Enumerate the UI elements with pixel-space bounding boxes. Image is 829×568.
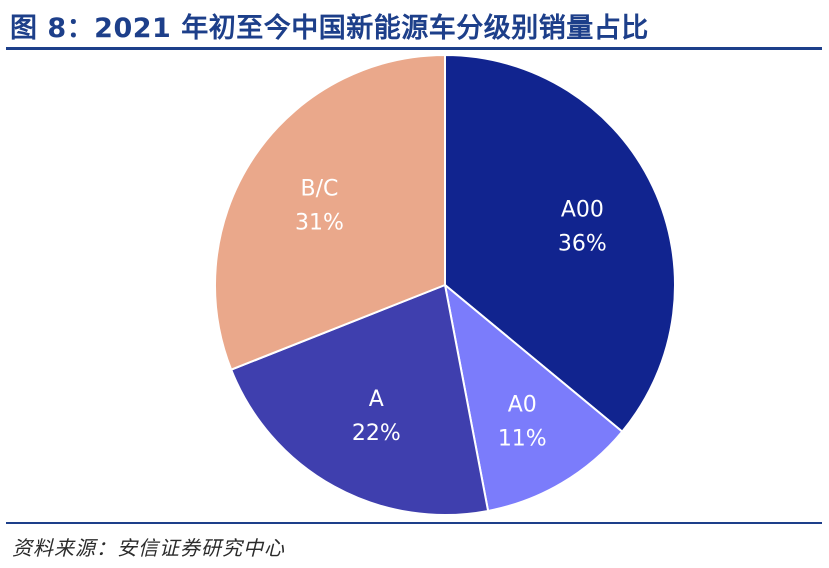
pie-value-label-a: 22% [352,421,401,446]
source-divider [6,522,822,524]
pie-slice-a00 [444,53,676,434]
pie-slice-a0 [443,282,624,513]
title-divider [6,47,822,50]
source-note: 资料来源：安信证券研究中心 [12,536,285,560]
pie-value-label-a00: 36% [558,231,607,256]
pie-slice-b-c [214,53,446,371]
pie-value-label-a0: 11% [498,427,547,452]
pie-category-label-a00: A00 [561,197,604,222]
pie-slices [214,53,676,516]
pie-category-label-b-c: B/C [301,177,339,202]
page-title: 图 8：2021 年初至今中国新能源车分级别销量占比 [10,13,649,44]
pie-labels: A00 36% A0 11% A 22% B/C 31% [295,177,607,452]
pie-category-label-a: A [369,387,384,412]
pie-category-label-a0: A0 [508,393,537,418]
pie-chart: A00 36% A0 11% A 22% B/C 31% [214,53,676,516]
pie-slice-a [229,283,490,516]
pie-value-label-b-c: 31% [295,211,344,236]
